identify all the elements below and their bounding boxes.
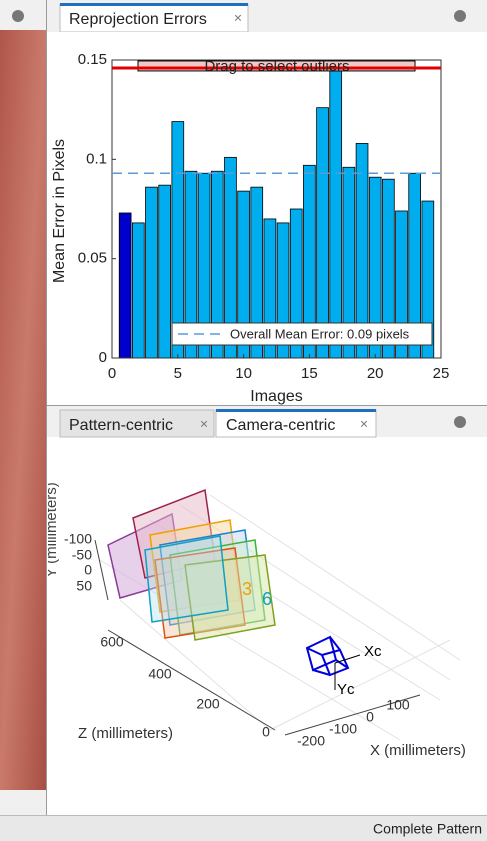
x-tick-label: -100 (329, 721, 357, 737)
z-tick-label: 0 (262, 724, 270, 740)
x-tick-label: 5 (174, 365, 182, 382)
x-tick-label: 25 (433, 365, 450, 382)
status-bar (0, 815, 487, 841)
tab[interactable] (59, 409, 215, 438)
tab-indicator (216, 409, 376, 412)
axis-label: X (millimeters) (370, 742, 466, 759)
pattern-id: 6 (262, 589, 272, 609)
x-tick-label: 20 (367, 365, 384, 382)
bar (158, 184, 171, 359)
bar (316, 107, 329, 359)
tab-close[interactable]: × (200, 416, 208, 432)
bar (329, 67, 343, 359)
axis-label: Y (millimeters) (43, 482, 60, 578)
legend (171, 322, 433, 346)
camera-label: Yc (337, 681, 355, 698)
tab[interactable] (215, 409, 377, 438)
x-axis-label: Images (250, 388, 302, 405)
patterns (107, 488, 276, 641)
bar (145, 186, 158, 359)
pattern-id: 3 (242, 579, 252, 599)
x-tick-label: 0 (108, 365, 116, 382)
x-tick-label: 15 (301, 365, 318, 382)
panel-menu[interactable] (454, 416, 466, 428)
panel-menu[interactable] (454, 10, 466, 22)
y-tick-label: 0.05 (78, 250, 107, 267)
drag-label: Drag to select outliers (204, 58, 349, 75)
axis-line (94, 539, 109, 601)
tab-label: Camera-centric (226, 417, 335, 434)
x-tick-label: 0 (366, 709, 374, 725)
y-tick-label: 0 (84, 562, 92, 578)
menu-button[interactable] (12, 10, 24, 22)
y-tick-label: 50 (76, 578, 92, 594)
grid-3d (99, 494, 461, 741)
y-tick-label: -100 (64, 531, 92, 547)
tab-close[interactable]: × (234, 10, 242, 26)
y-tick-label: -50 (72, 547, 92, 563)
camera (305, 635, 350, 677)
axis-label: Z (millimeters) (78, 725, 173, 742)
z-tick-label: 600 (100, 634, 124, 650)
y-tick-label: 0.15 (78, 51, 107, 68)
y-axis-label: Mean Error in Pixels (51, 139, 68, 283)
axis-line (107, 629, 276, 731)
y-tick-label: 0.1 (86, 150, 107, 167)
bar (118, 212, 132, 359)
axis-line (284, 694, 421, 736)
camera-axis (334, 654, 361, 664)
y-tick-label: 0 (99, 349, 107, 366)
image-preview (0, 30, 46, 790)
z-tick-label: 200 (196, 696, 220, 712)
tab-label: Reprojection Errors (69, 11, 207, 28)
tab-label: Pattern-centric (69, 417, 173, 434)
status-text: Complete Pattern (373, 821, 482, 837)
camera-label: Xc (364, 643, 382, 660)
plot-3d: 3 6 Xc Yc Y (millimeters) Z (millimeters… (43, 482, 466, 759)
bar (131, 222, 145, 359)
x-tick-label: 100 (386, 697, 410, 713)
axes-box (111, 59, 442, 359)
drag-handle[interactable] (137, 60, 416, 72)
tab-close[interactable]: × (360, 416, 368, 432)
tab-indicator (60, 3, 248, 6)
z-tick-label: 400 (148, 666, 172, 682)
legend-label: Overall Mean Error: 0.09 pixels (230, 326, 410, 341)
x-tick-label: -200 (297, 733, 325, 749)
x-tick-label: 10 (235, 365, 252, 382)
